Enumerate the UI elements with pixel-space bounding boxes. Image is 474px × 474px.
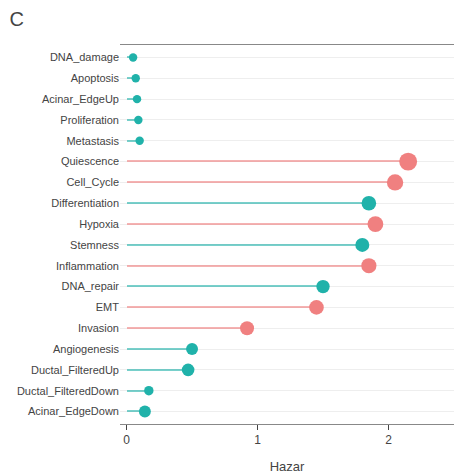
svg-text:2: 2	[385, 433, 392, 447]
svg-text:DNA_damage: DNA_damage	[50, 51, 119, 63]
svg-text:Invasion: Invasion	[78, 322, 119, 334]
svg-text:Apoptosis: Apoptosis	[71, 72, 120, 84]
svg-text:Cell_Cycle: Cell_Cycle	[66, 176, 119, 188]
svg-text:Differentiation: Differentiation	[51, 197, 119, 209]
svg-text:Angiogenesis: Angiogenesis	[53, 343, 120, 355]
svg-text:Quiescence: Quiescence	[61, 155, 119, 167]
svg-text:Hypoxia: Hypoxia	[79, 218, 120, 230]
svg-text:Ductal_FilteredDown: Ductal_FilteredDown	[17, 385, 119, 397]
svg-text:Hazar: Hazar	[270, 459, 305, 474]
svg-text:C: C	[9, 8, 23, 30]
svg-text:EMT: EMT	[96, 301, 120, 313]
svg-text:0: 0	[123, 433, 130, 447]
svg-text:DNA_repair: DNA_repair	[62, 280, 120, 292]
svg-text:Acinar_EdgeDown: Acinar_EdgeDown	[28, 405, 119, 417]
svg-text:Proliferation: Proliferation	[60, 114, 119, 126]
svg-text:Inflammation: Inflammation	[56, 260, 119, 272]
svg-text:Ductal_FilteredUp: Ductal_FilteredUp	[31, 364, 119, 376]
svg-text:Stemness: Stemness	[70, 239, 119, 251]
svg-text:Acinar_EdgeUp: Acinar_EdgeUp	[42, 93, 119, 105]
svg-text:1: 1	[254, 433, 261, 447]
svg-text:Metastasis: Metastasis	[66, 135, 119, 147]
